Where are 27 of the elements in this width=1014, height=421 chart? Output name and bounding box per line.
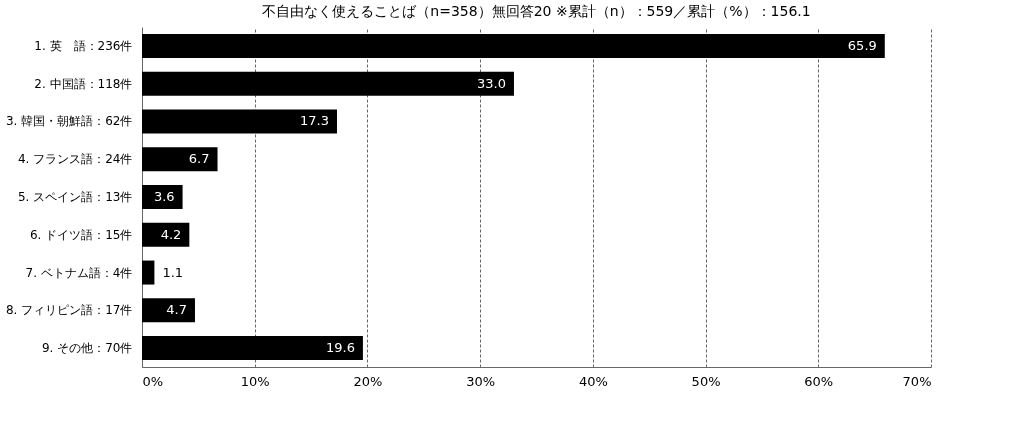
data-label: 6.7 <box>188 151 210 167</box>
y-tick-label: 5. スペイン語：13件 <box>17 190 133 204</box>
data-label: 33.0 <box>477 75 506 91</box>
data-label: 4.7 <box>166 302 187 318</box>
x-tick-label: 10% <box>240 373 270 389</box>
y-tick-label: 6. ドイツ語：15件 <box>29 227 133 242</box>
x-tick-label: 30% <box>466 373 496 389</box>
chart-title: 不自由なく使えることば（n=358）無回答20 ※累計（n）：559／累計（%）：156.1 <box>262 3 811 19</box>
x-tick-label: 20% <box>353 373 383 389</box>
data-label: 65.9 <box>847 37 877 53</box>
y-tick-label: 4. フランス語：24件 <box>17 152 133 167</box>
data-label: 17.3 <box>300 113 329 129</box>
data-label: 1.1 <box>162 264 184 280</box>
y-tick-label: 2. 中国語：118件 <box>34 76 133 91</box>
x-tick-label: 60% <box>804 373 834 389</box>
x-tick-label: 50% <box>691 373 721 389</box>
y-tick-label: 8. フィリピン語：17件 <box>5 303 133 318</box>
y-tick-label: 3. 韓国・朝鮮語：62件 <box>5 114 133 129</box>
x-tick-label: 70% <box>902 373 932 389</box>
y-tick-label: 1. 英 語：236件 <box>34 38 133 53</box>
x-tick-label: 0% <box>142 373 164 389</box>
x-tick-label: 40% <box>578 373 608 389</box>
y-tick-label: 7. ベトナム語：4件 <box>25 265 133 280</box>
data-label: 3.6 <box>153 189 175 204</box>
y-tick-label: 9. その他：70件 <box>41 341 133 356</box>
data-label: 19.6 <box>325 340 355 356</box>
data-label: 4.2 <box>160 226 182 242</box>
